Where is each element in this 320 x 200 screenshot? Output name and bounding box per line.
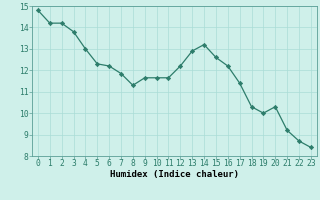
X-axis label: Humidex (Indice chaleur): Humidex (Indice chaleur): [110, 170, 239, 179]
